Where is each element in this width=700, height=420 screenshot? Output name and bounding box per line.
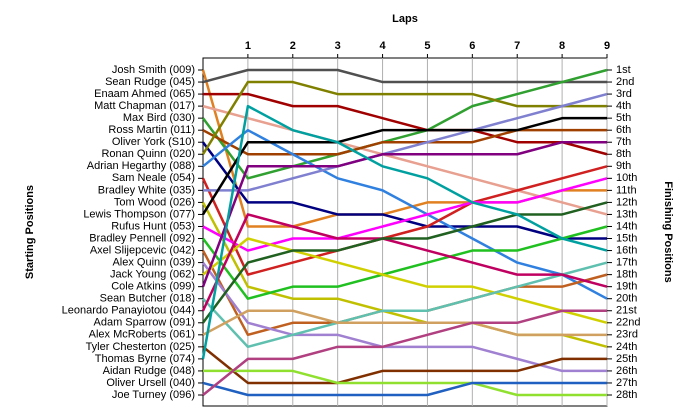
driver-line <box>202 237 608 324</box>
driver-label: Bradley Pennell (092) <box>89 232 195 244</box>
driver-line <box>201 225 608 300</box>
driver-line <box>201 140 607 288</box>
driver-label: Aidan Rudge (048) <box>103 365 195 377</box>
y-tick-label: 14th <box>616 220 637 232</box>
driver-label: Rufus Hunt (053) <box>111 220 195 232</box>
driver-line <box>202 309 607 337</box>
y-tick-label: 3rd <box>616 88 632 100</box>
driver-label: Sean Butcher (018) <box>100 293 195 305</box>
y-tick-label: 7th <box>616 136 631 148</box>
y-tick-label: 26th <box>616 365 637 377</box>
x-tick-label: 9 <box>604 40 610 52</box>
driver-label: Josh Smith (009) <box>112 64 195 76</box>
driver-label: Max Bird (030) <box>123 112 195 124</box>
y-tick-label: 11th <box>616 184 637 196</box>
driver-label: Adam Sparrow (091) <box>94 317 196 329</box>
driver-label: Tyler Chesterton (025) <box>86 341 195 353</box>
x-tick-label: 3 <box>335 40 341 52</box>
driver-label: Joe Turney (096) <box>112 389 195 401</box>
driver-label: Bradley White (035) <box>98 184 195 196</box>
y-tick-label: 21st <box>616 305 637 317</box>
y-tick-label: 13th <box>616 208 637 220</box>
driver-line <box>201 80 607 155</box>
y-tick-label: 25th <box>616 353 637 365</box>
driver-line <box>202 345 607 385</box>
driver-line <box>201 201 608 324</box>
driver-line <box>201 165 608 276</box>
driver-line <box>201 104 608 360</box>
driver-label: Oliver Ursell (040) <box>106 377 195 389</box>
driver-label: Matt Chapman (017) <box>94 100 195 112</box>
driver-label: Tom Wood (026) <box>114 196 195 208</box>
x-tick-label: 7 <box>514 40 520 52</box>
driver-line <box>202 309 607 396</box>
driver-label: Sean Rudge (045) <box>105 76 195 88</box>
driver-line <box>203 92 608 156</box>
y-tick-label: 24th <box>616 341 637 353</box>
driver-line <box>202 261 608 349</box>
x-tick-label: 5 <box>424 40 430 52</box>
y-tick-label: 10th <box>616 172 637 184</box>
driver-line <box>202 381 607 397</box>
driver-label: Axel Slijepcevic (042) <box>90 244 195 256</box>
y-tick-label: 18th <box>616 269 637 281</box>
y-tick-label: 2nd <box>616 76 634 88</box>
driver-label: Leonardo Panayiotou (044) <box>62 305 195 317</box>
y-tick-label: 27th <box>616 377 637 389</box>
driver-label: Adrian Hegarthy (088) <box>87 160 195 172</box>
driver-label: Alex McRoberts (061) <box>89 329 195 341</box>
driver-label: Ross Martin (011) <box>108 124 195 136</box>
y-tick-label: 1st <box>616 64 631 76</box>
x-tick-label: 6 <box>469 40 475 52</box>
driver-line <box>202 68 607 84</box>
driver-label: Sam Neale (054) <box>112 172 195 184</box>
y-axis-title-left: Starting Positions <box>24 185 36 279</box>
y-tick-label: 4th <box>616 100 631 112</box>
y-tick-label: 28th <box>616 389 637 401</box>
driver-label: Alex Quinn (039) <box>112 256 195 268</box>
y-tick-label: 19th <box>616 281 637 293</box>
driver-label: Jack Young (062) <box>110 269 195 281</box>
driver-line <box>201 116 607 216</box>
y-tick-label: 17th <box>616 256 637 268</box>
y-tick-label: 23rd <box>616 329 638 341</box>
chart-title: Laps <box>392 13 418 25</box>
driver-line <box>203 92 608 192</box>
y-tick-label: 12th <box>616 196 637 208</box>
y-axis-title-right: Finishing Positions <box>662 181 674 282</box>
driver-line <box>201 213 608 312</box>
y-tick-label: 16th <box>616 244 637 256</box>
driver-line <box>201 68 608 180</box>
driver-line <box>202 128 607 156</box>
y-tick-label: 6th <box>616 124 631 136</box>
driver-label: Enaam Ahmed (065) <box>94 88 195 100</box>
x-tick-label: 2 <box>290 40 296 52</box>
x-tick-label: 4 <box>379 40 386 52</box>
y-tick-label: 20th <box>616 293 637 305</box>
driver-line <box>203 369 607 397</box>
driver-label: Thomas Byrne (074) <box>95 353 195 365</box>
driver-label: Lewis Thompson (077) <box>83 208 195 220</box>
y-tick-label: 9th <box>616 160 631 172</box>
x-tick-label: 8 <box>559 40 565 52</box>
driver-label: Oliver York (S10) <box>112 136 195 148</box>
y-tick-label: 5th <box>616 112 631 124</box>
driver-label: Ronan Quinn (020) <box>101 148 195 160</box>
y-tick-label: 8th <box>616 148 631 160</box>
y-tick-label: 15th <box>616 232 637 244</box>
driver-label: Cole Atkins (099) <box>111 281 195 293</box>
y-tick-label: 22nd <box>616 317 640 329</box>
x-tick-label: 1 <box>245 40 251 52</box>
